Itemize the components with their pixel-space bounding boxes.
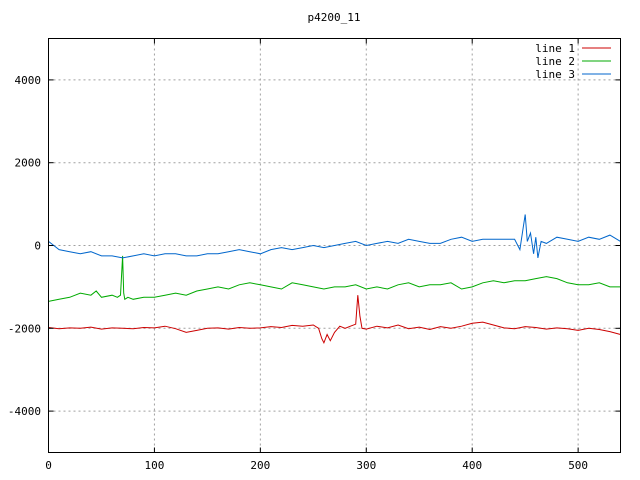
chart-title: p4200_11: [308, 11, 361, 24]
y-tick-label: 0: [34, 240, 41, 253]
series-line-2: [48, 255, 621, 302]
y-tick-label: 2000: [15, 157, 42, 170]
legend-label-1: line 1: [535, 42, 575, 55]
grid: [48, 38, 621, 453]
tick-labels: 0 100 200 300 400 500 -4000 -2000 0 2000 4000: [8, 38, 621, 472]
legend-label-2: line 2: [535, 55, 575, 68]
x-tick-label: 0: [45, 459, 52, 472]
series-layer: [48, 214, 621, 345]
y-tick-label: 4000: [15, 74, 42, 87]
x-tick-label: 500: [568, 459, 588, 472]
x-tick-label: 100: [144, 459, 164, 472]
y-tick-label: -2000: [8, 322, 41, 335]
x-tick-label: 300: [356, 459, 376, 472]
series-line-1: [48, 295, 621, 345]
x-tick-label: 200: [250, 459, 270, 472]
series-line-3: [48, 214, 621, 259]
legend-label-3: line 3: [535, 68, 575, 81]
y-tick-label: -4000: [8, 405, 41, 418]
x-tick-label: 400: [462, 459, 482, 472]
